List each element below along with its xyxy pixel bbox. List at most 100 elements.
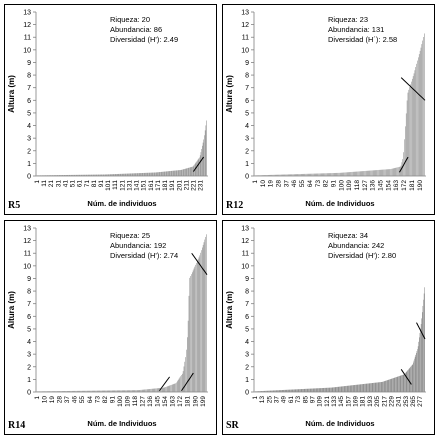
- bar: [386, 169, 388, 176]
- bar: [97, 174, 99, 176]
- bar: [268, 174, 269, 176]
- bar: [305, 173, 306, 176]
- bar: [182, 373, 183, 392]
- bar: [311, 388, 312, 392]
- bar: [82, 174, 83, 176]
- bar: [102, 390, 103, 392]
- bar: [298, 174, 299, 176]
- bar: [55, 391, 56, 392]
- bar: [147, 389, 148, 392]
- bar: [334, 172, 336, 176]
- bar: [144, 389, 146, 392]
- bar: [189, 167, 190, 176]
- bar: [71, 174, 73, 176]
- bar: [132, 173, 134, 176]
- bar: [308, 388, 309, 392]
- bar: [88, 390, 90, 392]
- bar: [262, 391, 263, 392]
- bar: [199, 155, 201, 176]
- y-tick-label: 4: [27, 123, 31, 130]
- bar: [72, 174, 73, 176]
- bar: [150, 388, 151, 392]
- bar: [94, 174, 95, 176]
- bar: [398, 167, 399, 176]
- bar: [64, 391, 66, 392]
- bar: [185, 357, 186, 392]
- bar: [320, 173, 322, 176]
- bar: [93, 390, 95, 392]
- bar: [76, 174, 78, 176]
- bar: [106, 174, 107, 176]
- bar: [392, 168, 394, 176]
- bar: [46, 175, 47, 176]
- bar: [302, 173, 304, 176]
- bar: [114, 174, 115, 176]
- bar: [200, 152, 202, 176]
- bar: [100, 390, 101, 392]
- x-tick-label: 55: [79, 396, 86, 404]
- y-tick-label: 4: [27, 339, 31, 346]
- bar: [287, 174, 289, 176]
- bar: [269, 174, 271, 176]
- bar: [413, 73, 415, 176]
- slope-line: [416, 322, 426, 340]
- bar: [168, 171, 170, 176]
- bar: [51, 175, 52, 176]
- stats-line: Riqueza: 34: [328, 231, 368, 240]
- bar: [399, 375, 401, 392]
- bar: [320, 388, 322, 392]
- bar: [132, 390, 133, 392]
- x-tick-label: 1: [252, 180, 259, 184]
- bar: [50, 391, 51, 392]
- bar: [374, 382, 375, 392]
- bar: [43, 391, 45, 392]
- bar: [75, 390, 76, 392]
- bar: [374, 382, 376, 392]
- bar: [154, 172, 156, 176]
- bar: [46, 175, 48, 176]
- bar: [59, 175, 61, 176]
- bar: [297, 174, 299, 176]
- x-tick-label: 41: [62, 180, 69, 188]
- bar: [339, 172, 340, 176]
- y-axis-label: Altura (m): [225, 75, 234, 113]
- bar: [382, 169, 384, 176]
- bar: [122, 173, 123, 176]
- bar: [113, 390, 115, 392]
- bar: [304, 388, 306, 392]
- bar: [162, 171, 163, 176]
- bar: [371, 170, 372, 176]
- panel-frame: [4, 220, 217, 435]
- bar: [37, 175, 38, 176]
- bar: [364, 383, 366, 392]
- bar: [177, 381, 178, 392]
- y-tick-label: 6: [27, 98, 31, 105]
- bar: [380, 382, 382, 392]
- bar: [324, 387, 325, 392]
- bar: [325, 387, 326, 392]
- bar: [321, 388, 323, 392]
- y-tick-label: 12: [241, 22, 249, 29]
- bar: [278, 174, 279, 176]
- bar: [145, 389, 146, 392]
- bar: [79, 174, 81, 176]
- bar: [148, 172, 150, 176]
- x-tick-label: 172: [401, 180, 408, 191]
- stats-line: Abundancia: 86: [110, 25, 162, 34]
- bar: [261, 391, 263, 392]
- y-tick-label: 5: [27, 110, 31, 117]
- bar: [396, 167, 397, 176]
- bar: [185, 168, 186, 176]
- bar: [259, 175, 260, 176]
- bar: [326, 173, 327, 176]
- y-tick-label: 4: [245, 123, 249, 130]
- x-tick-label: 181: [185, 396, 192, 407]
- x-tick-label: 37: [283, 180, 290, 188]
- bar: [124, 390, 126, 392]
- bar: [198, 257, 200, 392]
- bar: [391, 168, 392, 176]
- bar: [341, 386, 343, 392]
- bar: [368, 170, 370, 176]
- bar: [170, 170, 172, 176]
